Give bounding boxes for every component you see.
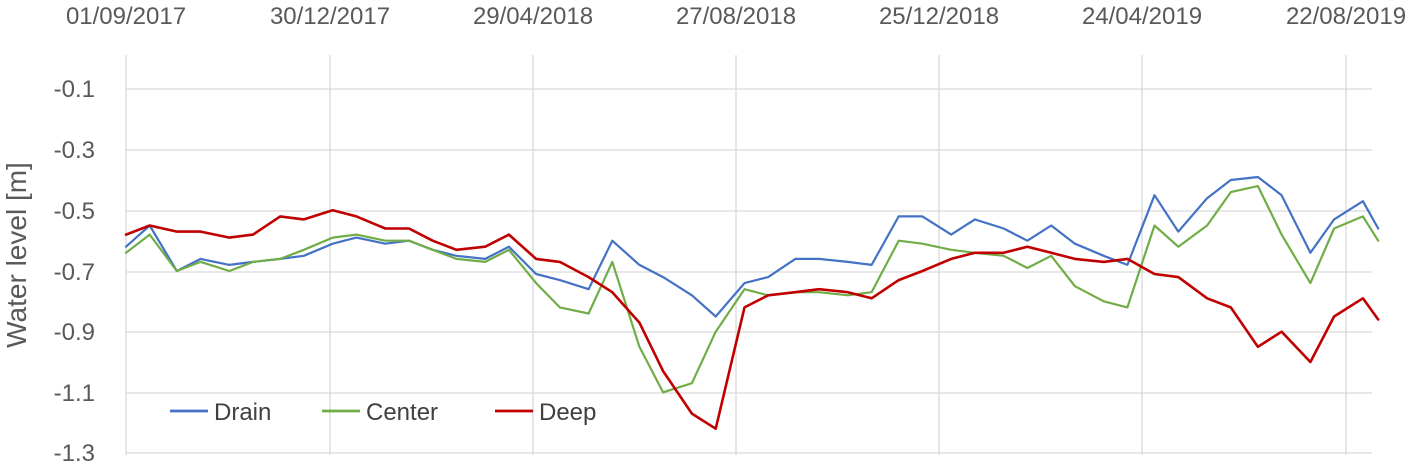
x-tick-label: 29/04/2018 [473,3,593,30]
x-tick-label: 25/12/2018 [879,3,999,30]
x-tick-label: 22/08/2019 [1286,3,1406,30]
y-tick-label: -0.1 [54,76,95,103]
y-tick-label: -0.9 [54,319,95,346]
series-line-center [124,185,1380,394]
y-tick-label: -0.3 [54,137,95,164]
x-tick-label: 30/12/2017 [270,3,390,30]
series-line-deep [124,209,1380,431]
x-tick-labels: 01/09/2017 30/12/2017 29/04/2018 27/08/2018… [66,3,1406,30]
legend-label-drain: Drain [214,399,271,426]
y-axis-title: Water level [m] [1,162,32,348]
legend-label-center: Center [366,399,438,426]
series-line-drain [124,175,1380,318]
legend: Drain Center Deep [170,399,596,426]
y-tick-labels: -0.1 -0.3 -0.5 -0.7 -0.9 -1.1 -1.3 [54,76,95,465]
legend-label-deep: Deep [539,399,596,426]
grid-layer [125,55,1372,455]
x-tick-label: 01/09/2017 [66,3,186,30]
y-tick-label: -1.1 [54,380,95,407]
y-tick-label: -0.5 [54,198,95,225]
x-tick-label: 27/08/2018 [676,3,796,30]
series-layer [124,175,1380,431]
y-tick-label: -0.7 [54,259,95,286]
y-tick-label: -1.3 [54,440,95,465]
x-tick-label: 24/04/2019 [1082,3,1202,30]
